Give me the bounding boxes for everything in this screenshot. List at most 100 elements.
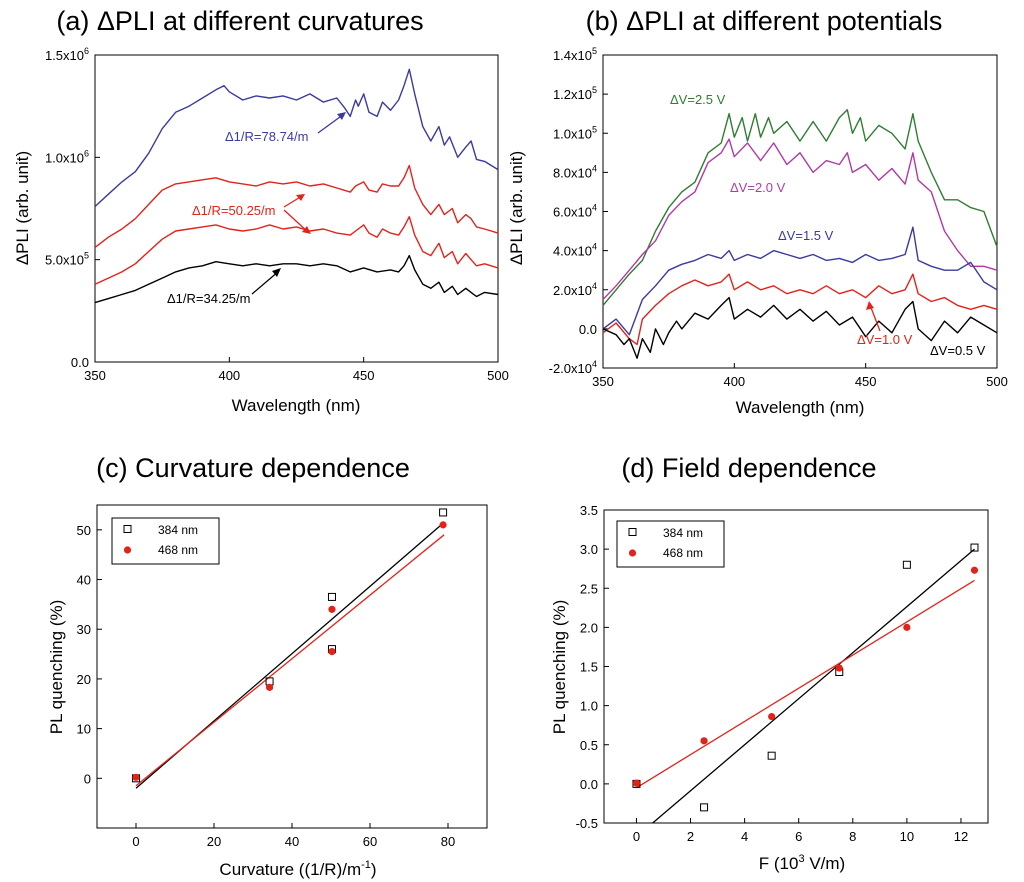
panel-a: (a) ΔPLI at different curvatures Wavelen… [13, 6, 509, 415]
legend-marker-468-d [629, 549, 636, 556]
panel-b-ytick-label: 0.0 [579, 322, 597, 337]
panel-d-point-384 [971, 544, 978, 551]
panel-b-ytick-label: 6.0x104 [553, 203, 597, 220]
legend-marker-384-d [629, 529, 636, 536]
panel-d-ytick-label: 1.5 [580, 660, 598, 675]
panel-b-ylabel: ΔPLI (arb. unit) [507, 151, 526, 265]
panel-c-point-384 [328, 593, 335, 600]
panel-d-fit-line-0 [653, 549, 975, 823]
panel-d-point-468 [700, 737, 707, 744]
annotation-r34: Δ1/R=34.25/m [167, 291, 250, 306]
panel-c-xtick-label: 20 [207, 834, 221, 849]
annotation-r78: Δ1/R=78.74/m [225, 129, 308, 144]
panel-d-xtick-label: 4 [741, 829, 748, 844]
panel-a-ytick-label: 0.0 [71, 355, 89, 370]
panel-c-point-468 [266, 684, 273, 691]
panel-d-point-384 [701, 804, 708, 811]
legend-marker-384 [124, 526, 131, 533]
arrowhead-v10 [866, 301, 874, 310]
panel-d-xtick-label: 6 [795, 829, 802, 844]
panel-b-ytick-label: 2.0x104 [553, 281, 597, 298]
panel-d-ytick-label: -0.5 [576, 816, 598, 831]
panel-b-ytick-label: 1.4x105 [553, 46, 597, 63]
panel-c-point-468 [328, 648, 335, 655]
legend-label-384: 384 nm [158, 523, 198, 537]
arrowhead-r50-up [296, 194, 305, 201]
panel-c-xtick-label: 0 [132, 834, 139, 849]
panel-a-xlabel: Wavelength (nm) [232, 396, 361, 415]
panel-b-title: (b) ΔPLI at different potentials [586, 6, 943, 36]
panel-c-xtick-label: 60 [363, 834, 377, 849]
panel-d-xtick-label: 8 [849, 829, 856, 844]
panel-c-xtick-label: 40 [285, 834, 299, 849]
panel-c-point-468 [439, 521, 446, 528]
panel-d-ytick-label: 2.5 [580, 581, 598, 596]
panel-d-ytick-label: 0.0 [580, 777, 598, 792]
panel-d-ytick-label: 3.0 [580, 542, 598, 557]
panel-a-annotations: Δ1/R=78.74/m Δ1/R=50.25/m Δ1/R=34.25/m [167, 112, 346, 306]
panel-a-xtick-label: 450 [353, 368, 375, 383]
panel-c-ytick-label: 0 [84, 771, 91, 786]
panel-b-xtick-label: 350 [592, 374, 614, 389]
panel-d-ylabel: PL quenching (%) [550, 600, 569, 735]
panel-a-ytick-label: 1.0x106 [45, 148, 89, 165]
legend-label-384-d: 384 nm [663, 526, 703, 540]
panel-c-xtick-label: 80 [441, 834, 455, 849]
panel-a-xtick-label: 400 [218, 368, 240, 383]
panel-c-point-384 [440, 509, 447, 516]
legend-label-468-d: 468 nm [663, 546, 703, 560]
panel-b-ytick-label: 1.0x105 [553, 124, 597, 141]
panel-d-point-468 [633, 779, 640, 786]
panel-a-series-line-1 [95, 166, 498, 248]
panel-c: (c) Curvature dependence Curvature ((1/R… [47, 453, 487, 879]
panel-c-title: (c) Curvature dependence [96, 453, 410, 483]
panel-d-title: (d) Field dependence [621, 453, 876, 483]
panel-c-ytick-label: 50 [77, 523, 91, 538]
panel-d-xtick-label: 0 [633, 829, 640, 844]
panel-b-xtick-label: 500 [986, 374, 1008, 389]
panel-c-ytick-label: 20 [77, 672, 91, 687]
panel-d-fit-line-1 [636, 580, 974, 787]
panel-b-ytick-label: 4.0x104 [553, 242, 597, 259]
figure: (a) ΔPLI at different curvatures Wavelen… [0, 0, 1024, 882]
panel-d-ytick-label: 2.0 [580, 620, 598, 635]
panel-b-ytick-label: -2.0x104 [549, 359, 597, 376]
panel-a-ytick-label: 1.5x106 [45, 46, 89, 63]
panel-c-ytick-label: 40 [77, 573, 91, 588]
panel-a-ytick-label: 5.0x105 [45, 251, 89, 268]
annotation-v20: ΔV=2.0 V [730, 180, 786, 195]
annotation-r50: Δ1/R=50.25/m [192, 203, 275, 218]
panel-c-ytick-label: 10 [77, 722, 91, 737]
panel-d-ytick-label: 3.5 [580, 503, 598, 518]
panel-a-plot-frame [95, 55, 498, 362]
panel-d-legend: 384 nm 468 nm [617, 521, 724, 567]
panel-d-point-384 [903, 561, 910, 568]
panel-b-series-line-2 [603, 227, 997, 335]
panel-b-xtick-label: 400 [723, 374, 745, 389]
panel-d-xtick-label: 2 [687, 829, 694, 844]
panel-d-point-468 [903, 624, 910, 631]
annotation-v15: ΔV=1.5 V [778, 228, 834, 243]
panel-b-ytick-label: 1.2x105 [553, 85, 597, 102]
panel-c-fit-line-1 [136, 535, 444, 786]
panel-d-xlabel: F (103 V/m) [759, 853, 845, 873]
legend-label-468: 468 nm [158, 543, 198, 557]
panel-a-xtick-label: 500 [487, 368, 509, 383]
panel-c-ytick-label: 30 [77, 622, 91, 637]
annotation-v10: ΔV=1.0 V [857, 332, 913, 347]
panel-c-legend: 384 nm 468 nm [112, 518, 219, 564]
panel-c-ylabel: PL quenching (%) [47, 600, 66, 735]
panel-d-point-384 [768, 752, 775, 759]
panel-b-xtick-label: 450 [855, 374, 877, 389]
annotation-v05: ΔV=0.5 V [930, 343, 986, 358]
panel-d-ytick-label: 1.0 [580, 699, 598, 714]
panel-b-xlabel: Wavelength (nm) [736, 398, 865, 417]
panel-d-xtick-label: 10 [900, 829, 914, 844]
legend-marker-468 [124, 546, 131, 553]
panel-b-ytick-label: 8.0x104 [553, 163, 597, 180]
annotation-v25: ΔV=2.5 V [670, 92, 726, 107]
panel-c-xlabel: Curvature ((1/R)/m-1) [219, 859, 376, 879]
panel-d-ytick-label: 0.5 [580, 738, 598, 753]
panel-b: (b) ΔPLI at different potentials Wavelen… [507, 6, 1008, 417]
panel-a-ylabel: ΔPLI (arb. unit) [13, 151, 32, 265]
